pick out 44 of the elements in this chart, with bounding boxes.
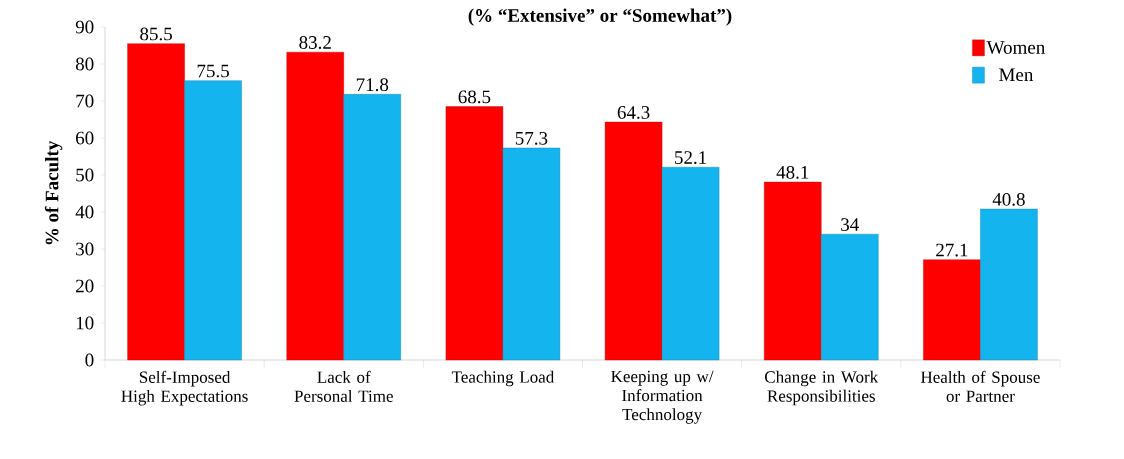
legend-label: Women	[986, 41, 1045, 54]
y-tick-label: 30	[76, 242, 94, 256]
y-tick-label: 10	[76, 316, 94, 330]
data-label: 75.5	[197, 64, 229, 78]
bar	[923, 259, 981, 361]
y-axis-title: % of Faculty	[44, 140, 63, 245]
bar	[445, 106, 504, 361]
data-label: 52.1	[675, 151, 707, 165]
bar	[127, 43, 185, 361]
bar	[184, 80, 242, 361]
legend-label: Men	[999, 68, 1034, 82]
data-label: 71.8	[356, 78, 389, 92]
data-label: 68.5	[458, 90, 491, 104]
x-tick-label: Health of Spouse or Partner	[920, 370, 1040, 402]
y-tick-label: 20	[76, 279, 94, 293]
data-label: 48.1	[776, 165, 809, 179]
bar	[502, 147, 561, 361]
y-tick-label: 40	[75, 205, 94, 219]
bar	[980, 208, 1038, 361]
x-tick-label: Lack of Personal Time	[294, 370, 393, 402]
data-label: 27.1	[936, 243, 968, 257]
data-label: 34	[841, 218, 859, 232]
bar	[286, 51, 344, 361]
bar	[343, 94, 401, 361]
y-tick-label: 90	[75, 20, 94, 34]
data-label: 40.8	[992, 192, 1025, 206]
data-label: 83.2	[299, 36, 331, 49]
x-tick-label: Self-Imposed High Expectations	[121, 370, 248, 406]
bar	[821, 234, 879, 361]
bar	[764, 181, 822, 361]
x-tick-label: Change in Work Responsibilities	[765, 370, 879, 406]
bar	[661, 167, 720, 361]
data-label: 57.3	[515, 131, 548, 145]
data-label: 85.5	[140, 27, 172, 41]
x-tick-label: Teaching Load	[451, 370, 555, 387]
x-tick-label: Keeping up w/ Information Technology	[611, 370, 714, 424]
y-tick-label: 50	[76, 168, 94, 182]
y-tick-label: 80	[75, 57, 94, 71]
y-tick-label: 0	[85, 353, 94, 367]
data-label: 64.3	[617, 106, 650, 119]
y-tick-label: 70	[76, 94, 94, 108]
y-tick-label: 60	[76, 131, 94, 145]
chart-title: (% “Extensive” or “Somewhat”)	[468, 8, 732, 26]
bar	[604, 121, 663, 361]
